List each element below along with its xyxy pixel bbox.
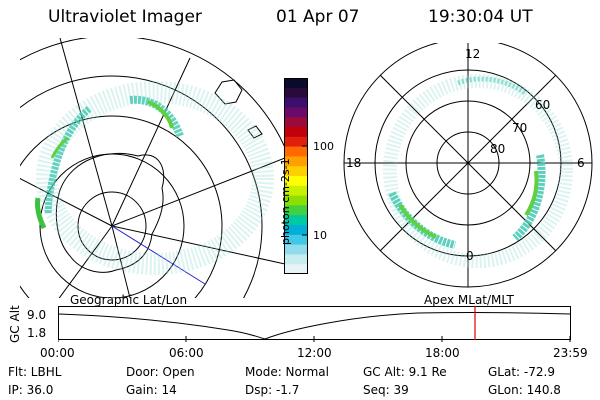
colorbar xyxy=(284,78,308,274)
observation-date: 01 Apr 07 xyxy=(276,7,360,27)
colorbar-swatch xyxy=(284,205,308,216)
lat-circle xyxy=(20,115,223,298)
status-gc-alt: GC Alt: 9.1 Re xyxy=(363,365,447,379)
meridian xyxy=(111,57,191,227)
altitude-plot xyxy=(58,306,571,342)
mlat-label-60: 60 xyxy=(535,98,551,112)
meridian xyxy=(58,225,113,298)
colorbar-swatch xyxy=(284,127,308,138)
colorbar-swatch xyxy=(284,136,308,148)
observation-time: 19:30:04 UT xyxy=(428,7,533,27)
time-tick-1200: 12:00 xyxy=(297,346,332,360)
colorbar-swatch xyxy=(284,185,308,197)
meridian xyxy=(111,157,285,227)
status-dsp: Dsp: -1.7 xyxy=(245,383,300,397)
colorbar-swatch xyxy=(284,87,308,99)
status-ip: IP: 36.0 xyxy=(8,383,54,397)
meridian xyxy=(59,38,113,227)
colorbar-swatch xyxy=(284,97,308,108)
status-door: Door: Open xyxy=(126,365,195,379)
colorbar-frame xyxy=(284,78,308,274)
altitude-ytick-high: 9.0 xyxy=(27,308,47,322)
colorbar-swatch xyxy=(284,195,308,206)
colorbar-swatch xyxy=(284,176,308,187)
colorbar-swatch xyxy=(284,146,308,157)
meridian xyxy=(111,225,131,298)
colorbar-tick-label-10: 10 xyxy=(313,229,327,242)
geographic-map xyxy=(20,38,285,298)
colorbar-tick-label-100: 100 xyxy=(313,140,334,153)
lat-circle xyxy=(77,191,147,261)
altitude-plot-frame xyxy=(58,306,571,340)
colorbar-unit-label: photon cm-2s-1 xyxy=(279,158,292,245)
status-seq: Seq: 39 xyxy=(363,383,409,397)
mlt-label-12: 12 xyxy=(465,47,481,61)
auroral-oval-geo xyxy=(35,81,274,275)
time-tick-1800: 18:00 xyxy=(425,346,460,360)
altitude-ytick-low: 1.8 xyxy=(27,326,47,340)
colorbar-swatch xyxy=(284,117,308,128)
time-tick-0600: 06:00 xyxy=(169,346,204,360)
auroral-oval-apex xyxy=(383,74,573,268)
colorbar-swatch xyxy=(284,156,308,167)
colorbar-swatch xyxy=(284,244,308,255)
colorbar-swatch xyxy=(284,234,308,246)
lat-circle xyxy=(20,75,263,298)
status-mode: Mode: Normal xyxy=(245,365,329,379)
time-tick-0000: 00:00 xyxy=(40,346,75,360)
colorbar-swatch xyxy=(284,166,308,177)
coastline xyxy=(214,79,243,105)
apex-polar-plot xyxy=(343,43,593,288)
colorbar-swatch xyxy=(284,264,308,274)
status-glon: GLon: 140.8 xyxy=(488,383,561,397)
mlat-label-80: 80 xyxy=(490,142,506,156)
colorbar-swatch xyxy=(284,107,308,118)
colorbar-swatch xyxy=(284,78,308,89)
altitude-curve xyxy=(58,312,571,340)
mlt-label-0: 0 xyxy=(466,249,474,263)
colorbar-swatch xyxy=(284,254,308,265)
geographic-panel-label: Geographic Lat/Lon xyxy=(70,293,188,307)
time-tick-2359: 23:59 xyxy=(553,346,588,360)
colorbar-swatch xyxy=(284,225,308,236)
status-glat: GLat: -72.9 xyxy=(488,365,555,379)
coastline xyxy=(247,125,263,139)
mlat-label-70: 70 xyxy=(512,121,528,135)
meridian xyxy=(20,178,113,227)
magnetic-reference-line xyxy=(111,225,206,285)
status-gain: Gain: 14 xyxy=(126,383,177,397)
meridian xyxy=(111,225,285,265)
instrument-title: Ultraviolet Imager xyxy=(48,7,202,27)
mlt-label-18: 18 xyxy=(346,156,362,170)
colorbar-swatch xyxy=(284,215,308,226)
status-filter: Flt: LBHL xyxy=(8,365,62,379)
altitude-y-label: GC Alt xyxy=(8,305,22,343)
apex-panel-label: Apex MLat/MLT xyxy=(424,293,514,307)
mlt-label-6: 6 xyxy=(577,156,585,170)
antarctica-coastline xyxy=(55,152,165,273)
